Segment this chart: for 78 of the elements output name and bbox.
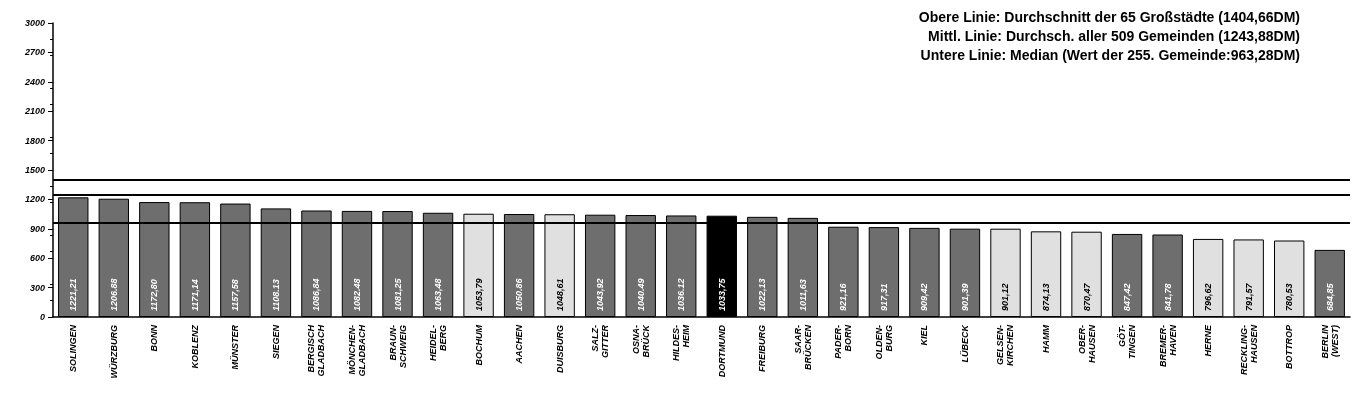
x-tick-label: OBER- HAUSEN bbox=[1076, 324, 1097, 364]
data-label: 874,13 bbox=[1041, 283, 1052, 311]
x-tick-label: FREIBURG bbox=[757, 325, 768, 372]
x-tick-label: PADER- BORN bbox=[833, 324, 854, 359]
data-label: 796,62 bbox=[1203, 283, 1214, 311]
data-label: 1157,58 bbox=[230, 279, 241, 311]
annotation: Obere Linie: Durchschnitt der 65 Großstädte (1404,66DM) bbox=[918, 9, 1301, 25]
x-tick-label: KOBLENZ bbox=[189, 324, 200, 369]
data-label: 1048,61 bbox=[554, 278, 565, 311]
x-tick-label: GELSEN- KIRCHEN bbox=[995, 324, 1016, 367]
data-label: 1040.49 bbox=[635, 278, 646, 311]
data-label: 1011,63 bbox=[797, 279, 808, 311]
x-tick-label: WÜRZBURG bbox=[108, 325, 119, 379]
data-label: 1033,75 bbox=[716, 277, 727, 311]
data-label: 780,53 bbox=[1284, 283, 1295, 311]
annotation: Mittl. Linie: Durchsch. aller 509 Gemeinden (1243,88DM) bbox=[928, 28, 1300, 44]
y-tick-label: 1200 bbox=[24, 194, 45, 205]
y-tick-label: 3000 bbox=[24, 18, 45, 28]
data-label: 1172,80 bbox=[149, 279, 160, 311]
data-label: 870,47 bbox=[1081, 282, 1092, 311]
y-tick-label: 2400 bbox=[23, 76, 45, 87]
data-label: 1022,13 bbox=[757, 278, 768, 311]
y-tick-label: 1500 bbox=[24, 165, 45, 175]
x-tick-label: HERNE bbox=[1203, 324, 1214, 357]
data-label: 1082.48 bbox=[351, 278, 362, 311]
y-tick-label: 300 bbox=[29, 282, 45, 293]
x-tick-label: OLDEN- BURG bbox=[873, 325, 894, 360]
data-label: 909,42 bbox=[919, 283, 930, 311]
data-label: 1108.13 bbox=[270, 279, 281, 311]
y-tick-label: 2100 bbox=[23, 106, 45, 117]
x-tick-label: BOCHUM bbox=[473, 324, 484, 366]
data-label: 1036.12 bbox=[676, 278, 687, 311]
x-tick-label: HAMM bbox=[1041, 324, 1052, 353]
x-tick-label: BONN bbox=[149, 324, 160, 352]
y-tick-label: 0 bbox=[39, 312, 45, 322]
x-tick-label: SOLINGEN bbox=[68, 324, 79, 373]
data-label: 1081,25 bbox=[392, 277, 403, 311]
data-label: 1043,92 bbox=[595, 278, 606, 311]
data-label: 791,57 bbox=[1243, 282, 1254, 311]
y-tick-label: 600 bbox=[29, 253, 45, 264]
data-label: 841,78 bbox=[1162, 283, 1173, 311]
x-tick-label: DUISBURG bbox=[554, 325, 565, 374]
x-tick-label: HILDES- HEIM bbox=[671, 324, 692, 361]
data-label: 1171,14 bbox=[189, 279, 200, 311]
data-label: 847,42 bbox=[1122, 283, 1133, 311]
x-tick-label: KIEL bbox=[919, 325, 930, 346]
x-tick-label: AACHEN bbox=[514, 324, 525, 365]
x-tick-label: BRAUN- SCHWEIG bbox=[387, 325, 408, 369]
data-label: 1063,48 bbox=[433, 278, 444, 311]
data-label: 1050.86 bbox=[514, 277, 525, 311]
annotation: Untere Linie: Median (Wert der 255. Gemeinde:963,28DM) bbox=[920, 47, 1300, 63]
data-label: 921,16 bbox=[838, 282, 849, 311]
data-label: 901,12 bbox=[1000, 283, 1011, 311]
data-label: 684,85 bbox=[1324, 282, 1335, 311]
x-tick-label: BERLIN (WEST) bbox=[1319, 324, 1340, 359]
y-tick-label: 2700 bbox=[23, 47, 45, 58]
x-tick-label: BERGISCH GLADBACH bbox=[306, 324, 327, 377]
x-tick-label: MÖNCHEN- GLADBACH bbox=[346, 324, 367, 377]
data-label: 1086,84 bbox=[311, 278, 322, 311]
data-label: 917,31 bbox=[878, 283, 889, 311]
x-tick-label: BOTTROP bbox=[1284, 324, 1295, 369]
x-tick-label: BREMER- HAVEN bbox=[1157, 324, 1178, 367]
x-tick-label: OSNA- BRÜCK bbox=[630, 323, 651, 358]
data-label: 1206.88 bbox=[108, 278, 119, 311]
data-label: 1221,21 bbox=[68, 278, 79, 311]
x-tick-label: GÖT- TINGEN bbox=[1117, 324, 1138, 360]
x-tick-label: LÜBECK bbox=[959, 323, 970, 363]
x-tick-label: SIEGEN bbox=[270, 324, 281, 360]
x-tick-label: DORTMUND bbox=[716, 324, 727, 378]
x-tick-label: MÜNSTER bbox=[230, 324, 241, 370]
x-tick-label: SALZ- GITTER bbox=[590, 324, 611, 358]
y-tick-label: 900 bbox=[29, 223, 45, 234]
x-tick-label: RECKLING- HAUSEN bbox=[1238, 324, 1259, 375]
data-label: 901,39 bbox=[959, 283, 970, 311]
data-label: 1053,79 bbox=[473, 278, 484, 311]
x-tick-label: HEIDEL- BERG bbox=[428, 325, 449, 361]
x-tick-label: SAAR- BRÜCKEN bbox=[792, 324, 813, 370]
y-tick-label: 1800 bbox=[24, 135, 45, 146]
